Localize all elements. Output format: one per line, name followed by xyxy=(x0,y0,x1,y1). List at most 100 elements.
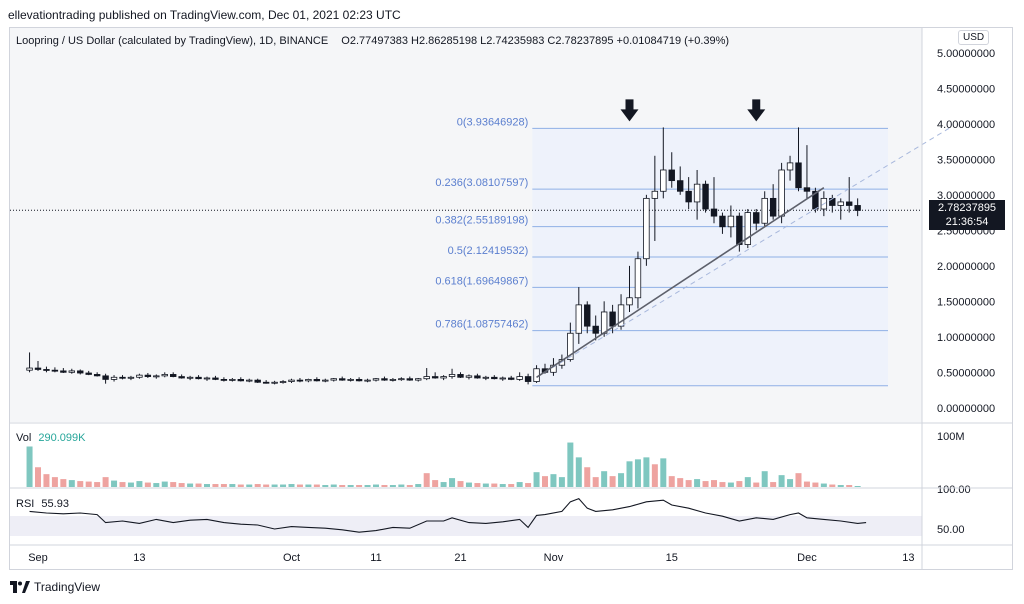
volume-bar xyxy=(575,457,582,487)
time-tick-label: 15 xyxy=(666,552,678,564)
candle-body xyxy=(634,258,642,299)
candle-body xyxy=(246,379,253,382)
volume-bar xyxy=(102,477,109,487)
volume-bar xyxy=(685,480,692,487)
candle xyxy=(727,205,735,238)
candle xyxy=(803,145,811,199)
time-tick-label: Sep xyxy=(28,552,48,564)
volume-value: 290.099K xyxy=(38,432,86,444)
candle xyxy=(271,380,278,385)
candle-body xyxy=(668,169,675,182)
candle-body xyxy=(203,377,211,380)
candle-body xyxy=(34,367,42,370)
candle-body xyxy=(795,162,802,189)
volume-bar xyxy=(736,481,743,487)
volume-bar xyxy=(753,482,760,487)
volume-bar xyxy=(550,474,557,487)
candle xyxy=(685,177,692,210)
volume-bar xyxy=(330,484,337,487)
candle-body xyxy=(803,187,811,192)
candle-body xyxy=(43,369,50,371)
volume-bar xyxy=(677,478,684,487)
fib-level-label: 0.236(3.08107597) xyxy=(435,177,528,189)
candle-body xyxy=(153,375,160,378)
candle xyxy=(643,194,650,266)
candle-body xyxy=(68,370,75,373)
candle xyxy=(406,376,413,381)
volume-bar xyxy=(744,477,751,487)
candle xyxy=(575,287,582,344)
price-tick-label: 0.00000000 xyxy=(937,403,995,415)
candle xyxy=(482,375,490,381)
rsi-legend: RSI 55.93 xyxy=(16,498,69,510)
volume-bar xyxy=(634,459,641,487)
fib-level-label: 0.618(1.69649867) xyxy=(435,275,528,287)
candle-body xyxy=(482,376,490,379)
candle xyxy=(296,377,304,383)
candle-body xyxy=(229,379,236,381)
tradingview-logo-icon xyxy=(10,581,30,593)
candle-body xyxy=(643,197,650,260)
candle xyxy=(634,251,642,309)
volume-bar xyxy=(601,471,608,487)
volume-bar xyxy=(465,482,472,487)
volume-bar xyxy=(516,482,523,487)
candle-body xyxy=(507,377,515,380)
candle xyxy=(212,375,219,381)
candle-body xyxy=(702,183,709,210)
candle xyxy=(753,209,760,231)
volume-bar xyxy=(440,482,447,487)
candle-body xyxy=(178,376,185,379)
volume-bar xyxy=(322,485,329,487)
candle xyxy=(786,155,794,181)
candle xyxy=(136,373,143,379)
volume-bar xyxy=(111,480,118,487)
candle-body xyxy=(753,212,760,224)
candle-body xyxy=(262,381,270,384)
candle xyxy=(347,377,354,382)
candle-body xyxy=(567,332,574,360)
currency-badge[interactable]: USD xyxy=(958,30,990,45)
candle xyxy=(795,127,802,192)
volume-bar xyxy=(525,483,532,487)
candle xyxy=(77,369,84,375)
rsi-band xyxy=(10,516,922,536)
candle-body xyxy=(677,180,684,192)
volume-bar xyxy=(144,482,151,487)
candle xyxy=(144,373,152,378)
volume-bar xyxy=(263,484,270,487)
volume-bar xyxy=(702,481,709,487)
candle-body xyxy=(26,367,33,371)
volume-bar xyxy=(558,477,565,487)
volume-bar xyxy=(229,484,236,487)
volume-bar xyxy=(246,484,253,487)
candle-body xyxy=(769,197,777,217)
publisher-header: ellevationtrading published on TradingVi… xyxy=(8,8,401,22)
price-tick-label: 1.00000000 xyxy=(937,332,995,344)
price-tick-label: 3.50000000 xyxy=(937,154,995,166)
fib-retracement[interactable]: 0(3.93646928) 0.236(3.08107597) 0.382(2.55… xyxy=(435,116,888,387)
price-tick-label: 0.50000000 xyxy=(937,367,995,379)
volume-label: Vol xyxy=(16,432,32,444)
candle-body xyxy=(381,378,388,381)
candle xyxy=(584,301,591,334)
candle-body xyxy=(744,212,751,245)
candle-body xyxy=(60,370,67,373)
candle xyxy=(246,378,253,383)
candle-body xyxy=(398,378,405,381)
price-tick-label: 5.00000000 xyxy=(937,48,995,60)
candle xyxy=(330,377,337,382)
candle xyxy=(161,372,168,378)
volume-bar xyxy=(829,484,836,487)
volume-bar xyxy=(288,484,295,487)
arrow-markers[interactable] xyxy=(620,99,766,122)
candle xyxy=(507,375,515,381)
candle xyxy=(592,315,599,341)
volume-bar xyxy=(212,484,219,487)
candle xyxy=(736,212,743,252)
candle-body xyxy=(592,325,599,334)
trendline[interactable] xyxy=(536,126,951,378)
candle-body xyxy=(85,372,92,375)
candle xyxy=(837,198,844,220)
